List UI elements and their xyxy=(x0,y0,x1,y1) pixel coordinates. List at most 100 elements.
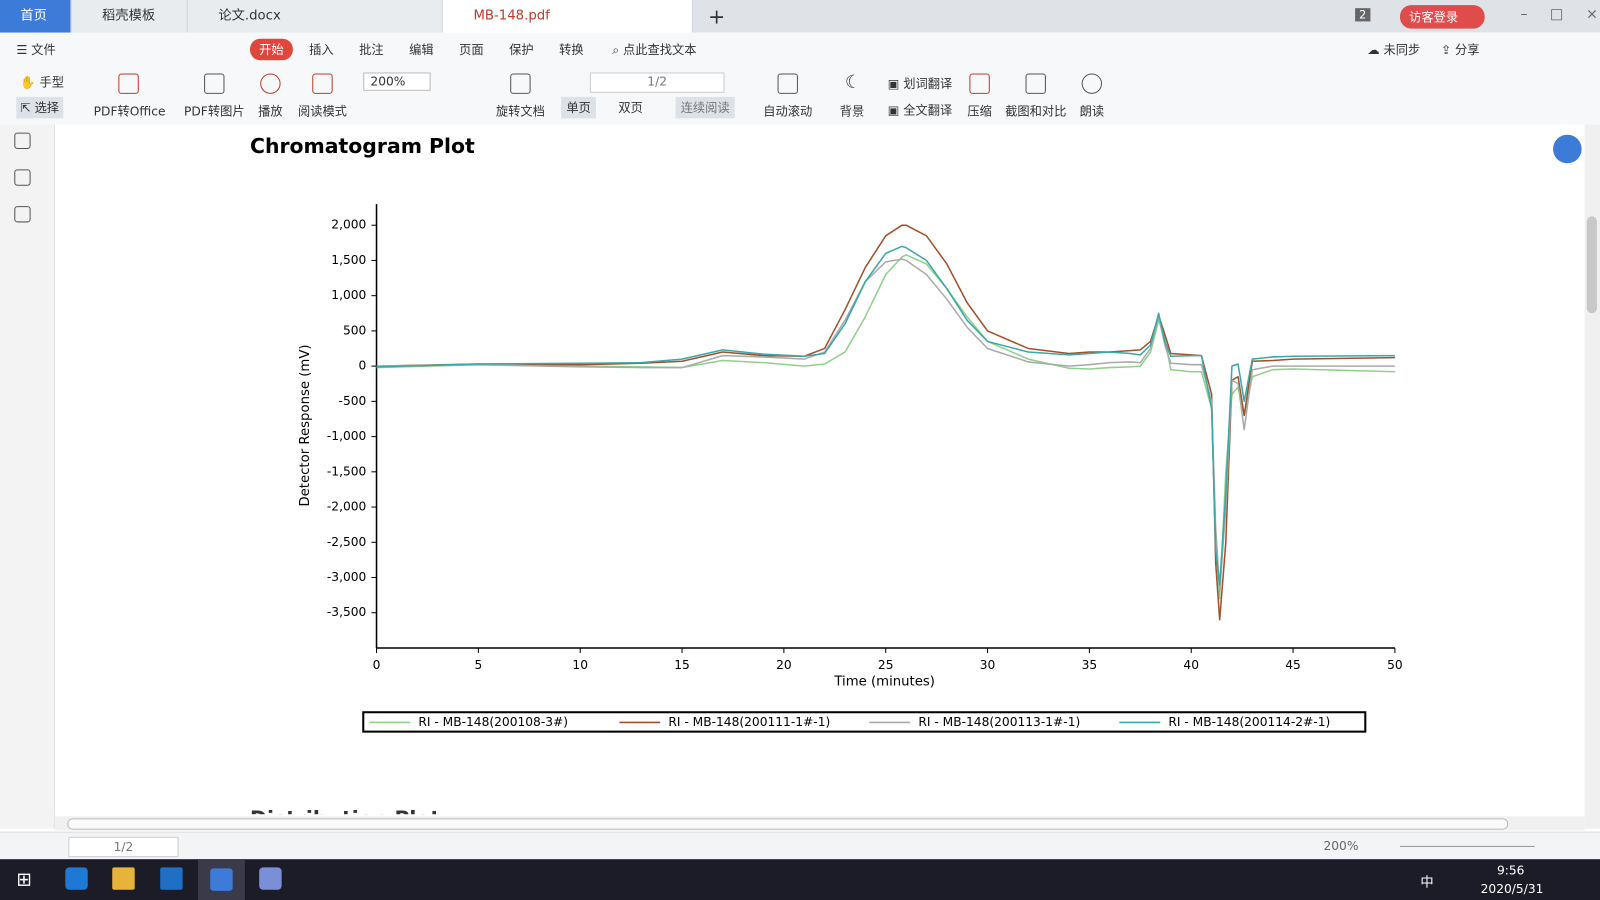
zoom-level[interactable]: 200% xyxy=(1323,838,1359,854)
taskbar-app[interactable] xyxy=(160,867,183,890)
clock-time: 9:56 xyxy=(1496,863,1525,878)
y-tick-label: -3,000 xyxy=(327,570,366,584)
tool-button[interactable]: 朗读 xyxy=(1079,104,1105,119)
menu-item[interactable]: 插入 xyxy=(309,42,334,58)
page-box[interactable]: 1/2 xyxy=(589,72,725,93)
float-button[interactable] xyxy=(1553,134,1582,164)
taskbar-app[interactable] xyxy=(259,867,282,890)
menu-item[interactable]: 编辑 xyxy=(409,42,434,58)
page-box[interactable]: 1/2 xyxy=(68,836,179,858)
legend-label: RI - MB-148(200111-1#-1) xyxy=(668,715,830,729)
tab[interactable]: MB-148.pdf xyxy=(442,0,693,33)
zoom-box[interactable]: 200% xyxy=(363,72,431,91)
x-tick-label: 35 xyxy=(1082,658,1098,672)
y-tick-label: -1,000 xyxy=(327,429,366,443)
tool-label: 划词翻译 xyxy=(903,76,953,91)
menu-item[interactable]: 转换 xyxy=(559,42,584,58)
select-tool[interactable]: ⇱ 选择 xyxy=(16,96,64,119)
menu-item[interactable]: 开始 xyxy=(249,38,293,61)
y-tick-label: -2,000 xyxy=(327,500,366,514)
taskbar-app[interactable] xyxy=(112,867,135,890)
scroll-thumb[interactable] xyxy=(1586,216,1597,314)
window-controls[interactable]: –□× xyxy=(1520,6,1598,23)
tab[interactable]: 稻壳模板 xyxy=(71,0,188,33)
x-tick-label: 45 xyxy=(1285,658,1301,672)
tool-button[interactable]: PDF转Office xyxy=(93,104,166,119)
series-line xyxy=(376,245,1395,586)
vertical-scrollbar[interactable] xyxy=(1584,124,1600,829)
tab[interactable]: 首页 xyxy=(0,0,72,33)
sidebar-button[interactable] xyxy=(14,206,31,223)
hand-tool[interactable]: ✋ 手型 xyxy=(20,75,65,90)
login-button[interactable]: 访客登录 xyxy=(1399,5,1485,29)
tool-button[interactable]: 压缩 xyxy=(967,104,992,119)
sidebar-button[interactable] xyxy=(14,132,31,149)
toolbar: ✋ 手型 ⇱ 选择 PDF转Office PDF转图片 播放 阅读模式 200%… xyxy=(0,65,1600,126)
sidebar-button[interactable] xyxy=(14,169,31,186)
single-page[interactable]: 单页 xyxy=(561,96,596,119)
x-tick-label: 0 xyxy=(373,658,381,672)
share-label: 分享 xyxy=(1454,42,1480,58)
menu-bar: ☰ 文件 开始 插入 批注 编辑 页面 保护 转换 ⌕ 点此查找文本 ☁ 未同步… xyxy=(0,32,1600,66)
y-tick-label: -3,500 xyxy=(327,605,366,619)
tab[interactable]: 论文.docx xyxy=(187,0,443,33)
tool-button[interactable]: ▣ 全文翻译 xyxy=(887,103,953,118)
share[interactable]: ⇪ 分享 xyxy=(1440,42,1480,58)
tool-button[interactable]: 旋转文档 xyxy=(495,104,545,119)
tool-button[interactable]: ▣ 划词翻译 xyxy=(887,76,953,91)
tool-button[interactable]: 播放 xyxy=(258,104,283,119)
ime[interactable]: 中 xyxy=(1420,875,1434,891)
status-bar: 1/2 200% xyxy=(0,831,1600,861)
legend: RI - MB-148(200108-3#) RI - MB-148(200111… xyxy=(362,711,1367,733)
icon xyxy=(260,73,281,94)
tool-button[interactable]: 阅读模式 xyxy=(297,104,347,119)
x-tick-label: 20 xyxy=(776,658,792,672)
x-tick-label: 50 xyxy=(1387,658,1403,672)
tool-label: 全文翻译 xyxy=(903,103,953,118)
menu-item[interactable]: 保护 xyxy=(509,42,534,58)
y-tick-label: -1,500 xyxy=(327,464,366,478)
start-button[interactable]: ⊞ xyxy=(16,869,32,891)
tool-button[interactable]: 背景 xyxy=(839,104,865,119)
clock-date: 2020/5/31 xyxy=(1480,881,1544,896)
badge: 2 xyxy=(1355,8,1371,22)
icon xyxy=(1025,73,1046,94)
x-tick-label: 15 xyxy=(674,658,690,672)
document-page: Chromatogram Plot Detector Response (mV)… xyxy=(55,124,1585,815)
tool-button[interactable]: 截图和对比 xyxy=(1005,104,1067,119)
tool-button[interactable]: 自动滚动 xyxy=(763,104,813,119)
menu-item[interactable]: ☰ 文件 xyxy=(16,42,56,58)
taskbar-app[interactable] xyxy=(65,867,88,890)
x-tick-label: 25 xyxy=(878,658,894,672)
tool-label: 手型 xyxy=(39,75,65,90)
menu-label: 文件 xyxy=(31,42,56,58)
scroll-thumb[interactable] xyxy=(67,818,1509,830)
tool-button[interactable]: PDF转图片 xyxy=(183,104,245,119)
icon xyxy=(777,73,798,94)
y-axis-label: Detector Response (mV) xyxy=(298,344,313,506)
new-tab[interactable]: + xyxy=(708,4,726,29)
y-tick-label: 1,000 xyxy=(331,288,366,302)
menu-item[interactable]: 批注 xyxy=(359,42,384,58)
x-axis-label: Time (minutes) xyxy=(833,675,935,690)
zoom-slider[interactable] xyxy=(1399,845,1535,847)
continuous[interactable]: 连续阅读 xyxy=(675,96,735,119)
legend-label: RI - MB-148(200114-2#-1) xyxy=(1168,715,1330,729)
icon xyxy=(969,73,990,94)
series-line xyxy=(376,224,1395,621)
y-tick-label: 2,000 xyxy=(331,218,366,232)
y-tick-label: -500 xyxy=(339,394,367,408)
taskbar-app-active[interactable] xyxy=(197,859,245,900)
icon xyxy=(118,73,139,94)
tab-bar: 首页 稻壳模板 论文.docx MB-148.pdf + 2 访客登录 –□× xyxy=(0,0,1600,33)
menu-item[interactable]: 页面 xyxy=(459,42,484,58)
sync[interactable]: ☁ 未同步 xyxy=(1367,42,1421,58)
horizontal-scrollbar[interactable] xyxy=(55,816,1585,831)
double-page[interactable]: 双页 xyxy=(618,101,643,116)
app-icon xyxy=(210,868,233,891)
icon xyxy=(204,73,225,94)
series-line xyxy=(376,258,1395,593)
search[interactable]: ⌕ 点此查找文本 xyxy=(612,42,697,58)
y-tick-label: 1,500 xyxy=(331,253,366,267)
